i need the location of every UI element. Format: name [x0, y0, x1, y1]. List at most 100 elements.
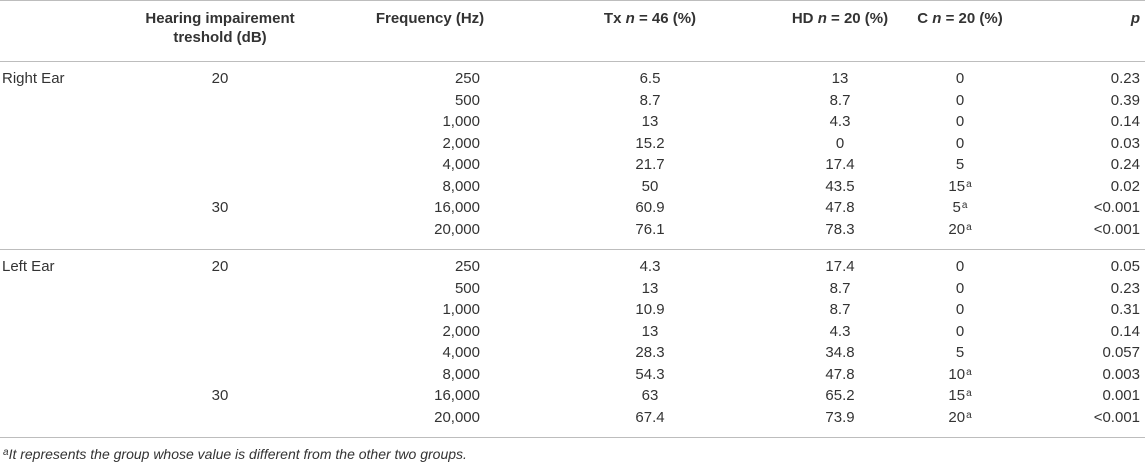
tx-cell: 76.1 — [635, 220, 665, 238]
c-value: 20 — [948, 220, 966, 238]
c-superscript: a — [966, 178, 972, 190]
c-value: 0 — [955, 113, 965, 130]
header-threshold: Hearing impairement treshold (dB) — [130, 9, 310, 47]
threshold-cell: 20 — [211, 70, 229, 87]
tx-cell: 60.9 — [635, 199, 665, 216]
header-tx-suffix: = 46 (%) — [634, 10, 697, 27]
frequency-cell: 8,000 — [442, 177, 480, 195]
threshold-cell: 20 — [211, 258, 229, 275]
c-value: 0 — [955, 258, 965, 275]
bottom-rule — [0, 437, 1145, 438]
frequency-cell: 500 — [454, 279, 480, 297]
top-rule — [0, 0, 1145, 1]
p-cell: 0.23 — [1110, 279, 1140, 297]
frequency-cell: 16,000 — [434, 387, 480, 404]
c-cell: 20a — [910, 407, 1010, 428]
frequency-cell: 2,000 — [442, 322, 480, 340]
frequency-cell: 20,000 — [434, 220, 480, 238]
header-hd-n: n — [817, 10, 827, 27]
p-cell: 0.14 — [1110, 322, 1140, 340]
p-cell: <0.001 — [1093, 408, 1140, 426]
p-cell: 0.057 — [1102, 344, 1140, 361]
header-c: C n = 20 (%) — [880, 9, 1040, 28]
hd-cell: 4.3 — [829, 322, 851, 340]
tx-cell: 54.3 — [635, 365, 665, 383]
hd-cell: 73.9 — [825, 408, 855, 426]
c-cell: 5 — [910, 154, 1010, 175]
hd-cell: 4.3 — [829, 113, 851, 130]
frequency-cell: 250 — [454, 70, 480, 87]
header-p-label: p — [1130, 10, 1140, 27]
header-tx-n: n — [625, 10, 635, 27]
footnote-text: It represents the group whose value is d… — [8, 446, 467, 462]
p-cell: 0.23 — [1110, 70, 1140, 87]
c-cell: 0 — [910, 256, 1010, 277]
c-value: 20 — [948, 408, 966, 426]
c-value: 10 — [948, 365, 966, 383]
c-cell: 15a — [910, 176, 1010, 197]
hd-cell: 78.3 — [825, 220, 855, 238]
c-cell: 20a — [910, 219, 1010, 240]
header-threshold-line2: treshold (dB) — [173, 29, 267, 46]
c-cell: 5a — [910, 197, 1010, 218]
tx-cell: 63 — [641, 387, 659, 404]
c-cell: 0 — [910, 68, 1010, 89]
footnote-marker: a — [3, 447, 9, 458]
c-value: 0 — [955, 134, 965, 152]
header-c-prefix: C — [917, 10, 933, 27]
hd-cell: 43.5 — [825, 177, 855, 195]
c-value: 0 — [955, 301, 965, 318]
c-value: 15 — [948, 177, 966, 195]
p-cell: 0.003 — [1102, 365, 1140, 383]
frequency-cell: 250 — [454, 258, 480, 275]
hd-cell: 34.8 — [825, 344, 855, 361]
frequency-cell: 500 — [454, 91, 480, 109]
p-cell: 0.31 — [1110, 301, 1140, 318]
c-value: 5 — [952, 199, 961, 216]
hd-cell: 0 — [835, 134, 845, 152]
frequency-cell: 1,000 — [442, 113, 480, 130]
c-value: 0 — [955, 70, 965, 87]
tx-cell: 67.4 — [635, 408, 665, 426]
c-cell: 0 — [910, 321, 1010, 342]
header-tx: Tx n = 46 (%) — [560, 9, 740, 28]
tx-cell: 6.5 — [639, 70, 661, 87]
header-rule — [0, 61, 1145, 62]
header-hd-suffix: = 20 (%) — [826, 10, 889, 27]
c-value: 0 — [955, 91, 965, 109]
p-cell: 0.03 — [1110, 134, 1140, 152]
c-cell: 0 — [910, 133, 1010, 154]
c-cell: 0 — [910, 278, 1010, 299]
frequency-cell: 2,000 — [442, 134, 480, 152]
tx-cell: 10.9 — [635, 301, 665, 318]
c-cell: 0 — [910, 299, 1010, 320]
p-cell: 0.05 — [1110, 258, 1140, 275]
ear-label: Right Ear — [2, 70, 65, 87]
hd-cell: 8.7 — [829, 91, 851, 109]
hd-cell: 47.8 — [825, 365, 855, 383]
frequency-cell: 16,000 — [434, 199, 480, 216]
tx-cell: 15.2 — [635, 134, 665, 152]
c-value: 15 — [948, 387, 966, 404]
header-frequency: Frequency (Hz) — [360, 9, 500, 28]
c-value: 5 — [955, 344, 965, 361]
footnote: aIt represents the group whose value is … — [2, 446, 467, 462]
header-hd: HD n = 20 (%) — [750, 9, 930, 28]
header-hd-prefix: HD — [791, 10, 818, 27]
c-cell: 15a — [910, 385, 1010, 406]
c-value: 5 — [955, 156, 965, 173]
c-cell: 0 — [910, 90, 1010, 111]
frequency-cell: 20,000 — [434, 408, 480, 426]
p-cell: <0.001 — [1093, 220, 1140, 238]
c-superscript: a — [966, 388, 972, 399]
threshold-cell: 30 — [211, 199, 229, 216]
p-cell: 0.39 — [1110, 91, 1140, 109]
c-cell: 0 — [910, 111, 1010, 132]
header-frequency-label: Frequency (Hz) — [375, 10, 485, 27]
p-cell: 0.001 — [1102, 387, 1140, 404]
hd-cell: 8.7 — [829, 279, 851, 297]
tx-cell: 21.7 — [635, 156, 665, 173]
p-cell: <0.001 — [1093, 199, 1140, 216]
c-superscript: a — [961, 200, 968, 211]
tx-cell: 13 — [641, 113, 659, 130]
